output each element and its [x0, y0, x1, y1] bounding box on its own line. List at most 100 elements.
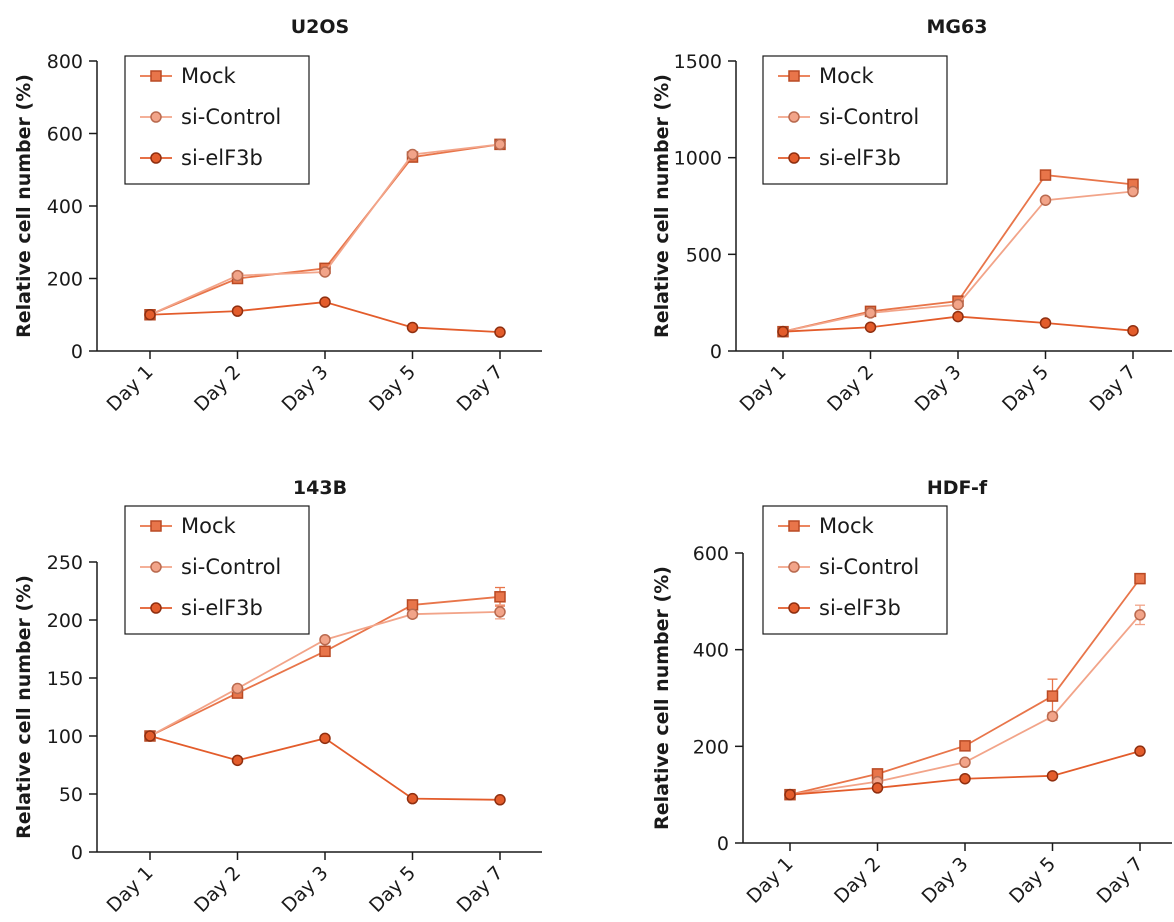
y-tick-label: 0 — [71, 341, 83, 363]
data-point-2 — [494, 138, 506, 151]
data-point-3 — [959, 772, 971, 785]
data-point-3 — [864, 321, 877, 333]
legend-label: Mock — [819, 64, 875, 88]
data-point-2 — [406, 148, 419, 161]
y-tick-label: 100 — [47, 726, 83, 748]
x-tick-label: Day 5 — [365, 862, 420, 917]
x-tick-label: Day 5 — [998, 361, 1053, 416]
x-tick-label: Day 3 — [911, 361, 966, 416]
legend-marker — [150, 561, 162, 573]
legend-label: si-Control — [819, 555, 919, 579]
data-point-3 — [231, 305, 244, 317]
data-point-3 — [144, 309, 156, 321]
x-tick-label: Day 2 — [190, 361, 245, 416]
data-point-3 — [494, 326, 506, 338]
y-axis-label: Relative cell number (%) — [651, 74, 673, 338]
data-point-2 — [231, 682, 244, 695]
x-tick-label: Day 7 — [1093, 853, 1148, 908]
x-tick-label: Day 2 — [823, 361, 878, 416]
y-tick-label: 400 — [47, 196, 83, 218]
data-point-3 — [784, 788, 796, 801]
data-point-2 — [1134, 609, 1146, 621]
data-point-3 — [494, 794, 506, 806]
data-point-1 — [1046, 690, 1059, 702]
y-tick-label: 200 — [47, 269, 83, 291]
data-point-2 — [319, 266, 331, 278]
legend-label: si-Control — [819, 105, 919, 129]
legend-marker — [150, 152, 162, 164]
data-point-3 — [1134, 745, 1146, 757]
chart-panel-3: 143B Relative cell number (%) 0 50 100 150 200… — [13, 477, 542, 917]
data-point-1 — [406, 599, 419, 611]
data-point-3 — [952, 310, 964, 323]
y-tick-label: 50 — [59, 784, 83, 806]
y-tick-label: 400 — [693, 640, 729, 662]
y-tick-label: 800 — [47, 51, 83, 73]
data-point-2 — [952, 298, 964, 311]
legend-marker — [788, 602, 800, 614]
data-point-3 — [319, 296, 331, 308]
data-point-1 — [319, 645, 331, 658]
data-point-1 — [1039, 169, 1052, 181]
data-point-3 — [1127, 324, 1139, 337]
legend-marker — [150, 602, 162, 614]
x-tick-label: Day 1 — [736, 361, 791, 416]
data-point-3 — [777, 325, 789, 338]
data-point-3 — [871, 782, 884, 794]
x-tick-label: Day 1 — [103, 862, 158, 917]
y-axis-label: Relative cell number (%) — [13, 575, 35, 839]
chart-panel-2: MG63 Relative cell number (%) 0 500 1000 1500… — [651, 16, 1172, 416]
legend-marker — [788, 520, 800, 532]
x-tick-label: Day 5 — [1005, 853, 1060, 908]
y-tick-label: 200 — [47, 610, 83, 632]
legend-label: Mock — [181, 514, 237, 538]
y-tick-label: 150 — [47, 668, 83, 690]
data-point-2 — [1046, 710, 1059, 723]
data-point-2 — [319, 633, 331, 646]
chart-title: U2OS — [291, 16, 349, 38]
legend-label: si-elF3b — [181, 146, 263, 170]
data-point-1 — [959, 740, 971, 752]
chart-title: HDF-f — [927, 477, 988, 499]
data-point-1 — [1134, 572, 1146, 585]
y-tick-label: 600 — [47, 124, 83, 146]
x-tick-label: Day 7 — [453, 862, 508, 917]
legend-marker — [788, 152, 800, 164]
chart-panel-1: U2OS Relative cell number (%) 0 200 400 600 80… — [13, 16, 542, 416]
data-point-2 — [231, 269, 244, 282]
legend-marker — [150, 111, 162, 123]
data-point-3 — [144, 730, 156, 742]
legend-label: Mock — [819, 514, 875, 538]
legend-label: si-elF3b — [181, 596, 263, 620]
legend-marker — [788, 561, 800, 573]
x-tick-label: Day 2 — [190, 862, 245, 917]
x-tick-label: Day 3 — [278, 862, 333, 917]
data-point-3 — [1046, 770, 1059, 782]
legend-label: si-elF3b — [819, 146, 901, 170]
x-tick-label: Day 5 — [365, 361, 420, 416]
legend-marker — [150, 520, 162, 532]
data-point-2 — [1127, 185, 1139, 198]
y-tick-label: 0 — [710, 341, 722, 363]
data-point-2 — [864, 307, 877, 319]
y-tick-label: 1500 — [674, 51, 722, 73]
data-point-3 — [1039, 317, 1052, 329]
legend-marker — [150, 70, 162, 82]
chart-panel-4: HDF-f Relative cell number (%) 0 200 400 600 D… — [651, 477, 1172, 908]
y-axis-label: Relative cell number (%) — [651, 566, 673, 830]
legend-label: si-elF3b — [819, 596, 901, 620]
y-tick-label: 500 — [686, 244, 722, 266]
series-line-2 — [782, 190, 1134, 333]
legend-label: si-Control — [181, 555, 281, 579]
y-tick-label: 0 — [71, 842, 83, 864]
y-tick-label: 1000 — [674, 148, 722, 170]
legend-marker — [788, 111, 800, 123]
series-line-3 — [149, 735, 501, 801]
chart-title: 143B — [293, 477, 347, 499]
data-point-2 — [1039, 194, 1052, 206]
x-tick-label: Day 7 — [453, 361, 508, 416]
data-point-3 — [231, 754, 244, 767]
data-point-3 — [319, 732, 331, 745]
data-point-3 — [406, 321, 419, 334]
